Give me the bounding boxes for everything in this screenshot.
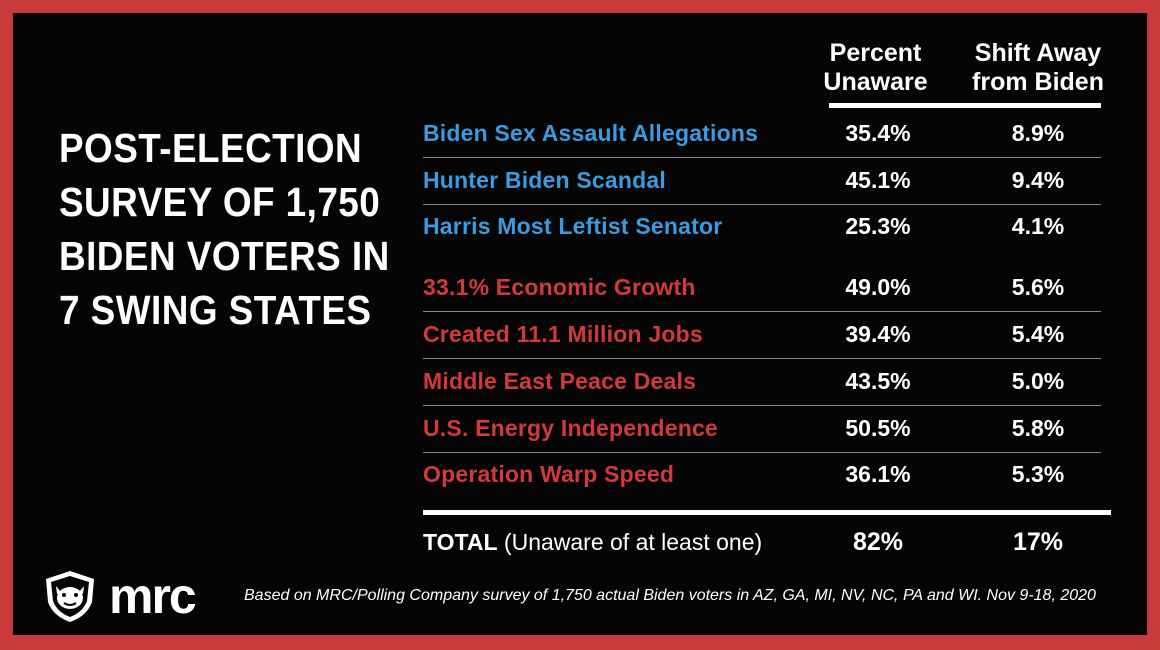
total-label-bold: TOTAL: [423, 529, 498, 555]
column-header-line: Unaware: [823, 68, 928, 96]
title-line: SURVEY OF 1,750: [59, 179, 381, 225]
shift-away-value: 8.9%: [1011, 120, 1065, 146]
percent-unaware-value: 45.1%: [845, 167, 911, 193]
bulldog-shield-icon: [46, 571, 94, 622]
row-divider: [423, 204, 1101, 205]
row-divider: [423, 358, 1101, 359]
title-line: 7 SWING STATES: [59, 287, 372, 333]
percent-unaware-value: 49.0%: [845, 274, 911, 300]
row-divider: [423, 157, 1101, 158]
shift-away-value: 4.1%: [1011, 213, 1065, 239]
total-shift: 17%: [1012, 528, 1064, 556]
percent-unaware-value: 36.1%: [845, 461, 911, 487]
column-header-line: Shift Away: [974, 39, 1102, 67]
table-row: Biden Sex Assault Allegations 35.4% 8.9%: [423, 110, 1101, 156]
shift-away-value: 5.0%: [1011, 368, 1065, 394]
total-label-rest: (Unaware of at least one): [497, 529, 763, 555]
table-row: U.S. Energy Independence 50.5% 5.8%: [423, 405, 1101, 451]
graphic-panel: POST-ELECTION SURVEY OF 1,750 BIDEN VOTE…: [13, 13, 1147, 635]
row-divider: [423, 311, 1101, 312]
shift-away-value: 9.4%: [1011, 167, 1065, 193]
header-divider: [829, 103, 1101, 108]
page-title: POST-ELECTION SURVEY OF 1,750 BIDEN VOTE…: [59, 121, 390, 337]
title-line: BIDEN VOTERS IN: [59, 233, 390, 279]
title-line: POST-ELECTION: [59, 125, 363, 171]
row-label: Biden Sex Assault Allegations: [423, 120, 759, 146]
percent-unaware-value: 25.3%: [845, 213, 911, 239]
logo-text: mrc: [109, 568, 197, 624]
mrc-logo: mrc: [39, 568, 249, 624]
column-header-percent-unaware: Percent Unaware: [813, 39, 938, 97]
table-row: Operation Warp Speed 36.1% 5.3%: [423, 451, 1101, 497]
row-divider: [423, 452, 1101, 453]
table-row: 33.1% Economic Growth 49.0% 5.6%: [423, 264, 1101, 310]
shift-away-value: 5.6%: [1011, 274, 1065, 300]
table-row: Hunter Biden Scandal 45.1% 9.4%: [423, 157, 1101, 203]
row-label: 33.1% Economic Growth: [423, 274, 696, 300]
total-percent-unaware: 82%: [852, 528, 904, 556]
table-row: Harris Most Leftist Senator 25.3% 4.1%: [423, 203, 1101, 249]
shift-away-value: 5.8%: [1011, 415, 1065, 441]
column-header-line: from Biden: [972, 68, 1104, 96]
column-header-line: Percent: [829, 39, 922, 67]
percent-unaware-value: 43.5%: [845, 368, 911, 394]
row-label: Operation Warp Speed: [423, 461, 675, 487]
row-label: Created 11.1 Million Jobs: [423, 321, 703, 347]
row-label: Middle East Peace Deals: [423, 368, 697, 394]
shift-away-value: 5.4%: [1011, 321, 1065, 347]
table-row: Middle East Peace Deals 43.5% 5.0%: [423, 358, 1101, 404]
row-divider: [423, 405, 1101, 406]
percent-unaware-value: 39.4%: [845, 321, 911, 347]
total-row: TOTAL (Unaware of at least one) 82% 17%: [423, 519, 1111, 565]
row-label: Harris Most Leftist Senator: [423, 213, 723, 239]
total-label: TOTAL (Unaware of at least one): [423, 519, 762, 565]
table-row: Created 11.1 Million Jobs 39.4% 5.4%: [423, 311, 1101, 357]
shift-away-value: 5.3%: [1011, 461, 1065, 487]
row-label: Hunter Biden Scandal: [423, 167, 666, 193]
percent-unaware-value: 50.5%: [845, 415, 911, 441]
total-divider: [423, 510, 1111, 515]
column-header-shift-away: Shift Away from Biden: [963, 39, 1113, 97]
row-label: U.S. Energy Independence: [423, 415, 718, 441]
percent-unaware-value: 35.4%: [845, 120, 911, 146]
source-footnote: Based on MRC/Polling Company survey of 1…: [244, 587, 1096, 604]
